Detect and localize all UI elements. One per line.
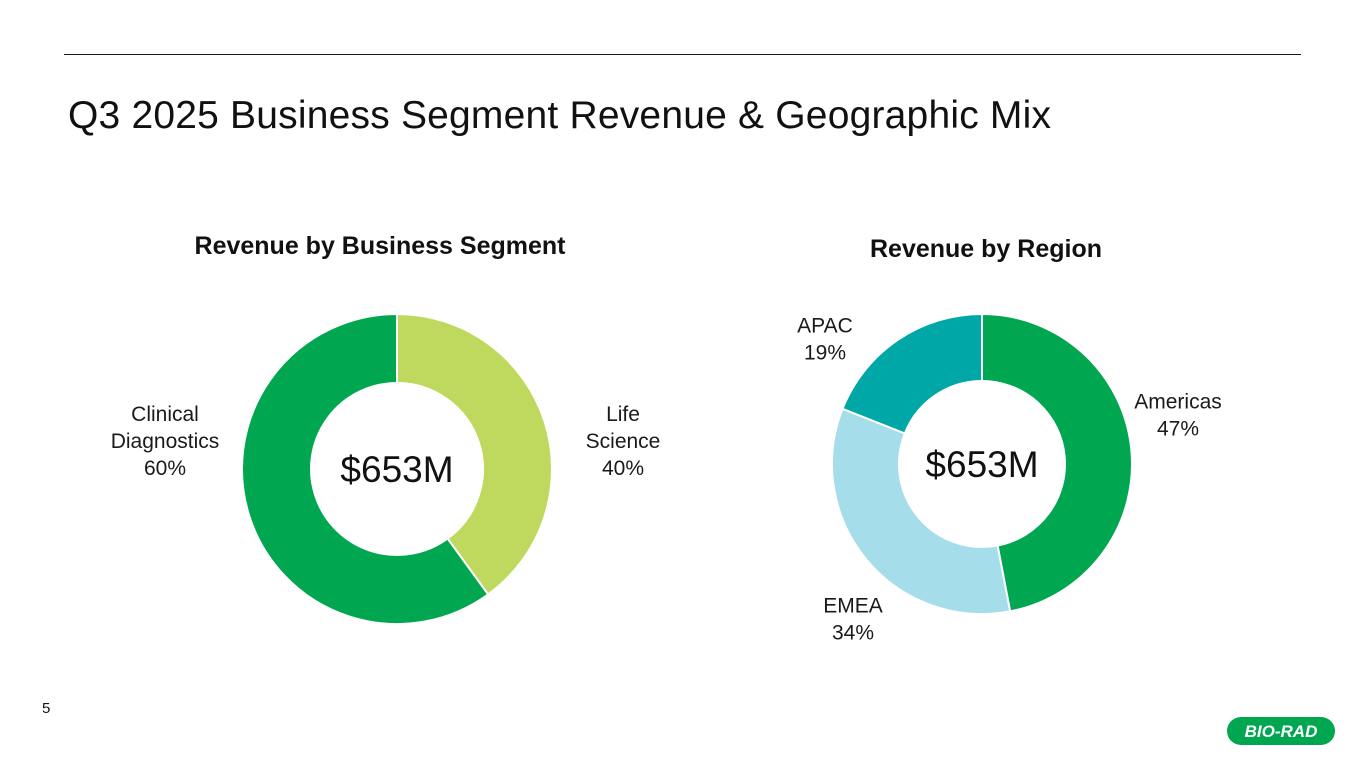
slice-value-emea: 34% (832, 622, 874, 645)
top-divider (64, 54, 1301, 55)
slice-value-clinical-diagnostics: 60% (144, 457, 186, 480)
slice-value-apac: 19% (804, 342, 846, 365)
slice-name-life-science: Life (606, 403, 640, 426)
donut-slice-apac (841, 312, 983, 435)
bio-rad-logo: BIO-RAD (1227, 717, 1335, 745)
donut-slice-emea (831, 407, 1012, 615)
logo-text: BIO-RAD (1245, 722, 1318, 741)
donut-slice-americas (981, 312, 1133, 613)
slice-value-life-science: 40% (602, 457, 644, 480)
slice-value-americas: 47% (1157, 418, 1199, 441)
donut-slice-clinical-diagnostics (241, 312, 490, 625)
chart-title-segment: Revenue by Business Segment (194, 232, 566, 260)
slice-name-americas: Americas (1134, 391, 1222, 414)
page-number: 5 (42, 700, 51, 717)
logo-pill (1227, 717, 1335, 745)
donut-center-label: $653M (340, 449, 453, 490)
slice-name-emea: EMEA (823, 595, 883, 618)
donut-slice-life-science (396, 312, 553, 596)
chart-title-region: Revenue by Region (870, 235, 1102, 263)
donut-center-label: $653M (925, 444, 1038, 485)
slice-name-apac: APAC (797, 315, 853, 338)
slide-title: Q3 2025 Business Segment Revenue & Geogr… (68, 94, 1052, 137)
slice-label-clinical-diagnostics: Clinical Diagnostics 60% (111, 403, 220, 480)
slice-label-life-science: Life Science 40% (586, 403, 661, 480)
slice-name-clinical-diagnostics: Diagnostics (111, 430, 220, 453)
slice-label-emea: EMEA 34% (823, 595, 883, 645)
slice-label-americas: Americas 47% (1134, 391, 1222, 441)
slice-name-clinical-diagnostics: Clinical (131, 403, 199, 426)
slice-name-life-science: Science (586, 430, 661, 453)
slice-label-apac: APAC 19% (797, 315, 853, 365)
